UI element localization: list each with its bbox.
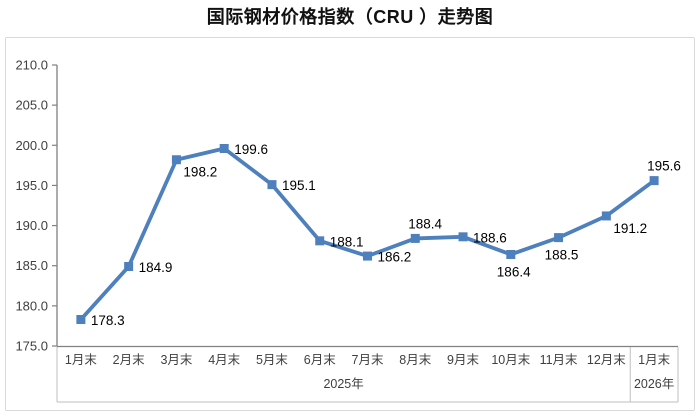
x-axis-month-label: 8月末	[399, 353, 431, 367]
x-axis-month-label: 1月末	[638, 353, 670, 367]
data-point-label: 186.4	[497, 264, 531, 279]
x-axis-month-label: 11月末	[540, 353, 578, 367]
data-point-label: 199.6	[234, 142, 268, 157]
x-axis-month-label: 2月末	[113, 353, 145, 367]
x-axis-month-label: 1月末	[65, 353, 97, 367]
x-axis-month-label: 4月末	[208, 353, 240, 367]
y-axis-tick-label: 185.0	[15, 258, 48, 273]
x-axis-year-label: 2026年	[634, 377, 674, 391]
x-axis-month-label: 12月末	[587, 353, 626, 367]
y-axis-tick-label: 195.0	[15, 178, 48, 193]
data-point-marker	[410, 233, 420, 243]
x-axis-month-label: 7月末	[352, 353, 384, 367]
x-axis-month-label: 9月末	[447, 353, 479, 367]
data-point-label: 188.6	[473, 230, 507, 245]
data-point-marker	[267, 180, 277, 190]
y-axis-tick-label: 190.0	[15, 218, 48, 233]
data-point-label: 188.5	[545, 248, 579, 263]
x-axis-month-label: 10月末	[491, 353, 530, 367]
line-chart: 175.0 180.0 185.0 190.0 195.0 200.0 205.0 210.0…	[15, 58, 681, 403]
data-point-label: 178.3	[91, 313, 125, 328]
chart-title: 国际钢材价格指数（CRU ）走势图	[206, 7, 494, 27]
data-point-marker	[171, 155, 181, 165]
y-axis-tick-label: 210.0	[15, 58, 48, 73]
x-axis-year-label: 2025年	[323, 377, 363, 391]
data-point-label: 191.2	[613, 221, 647, 236]
data-point-label: 186.2	[378, 250, 412, 265]
x-axis-month-label: 5月末	[256, 353, 288, 367]
data-point-marker	[649, 176, 659, 186]
data-point-marker	[363, 251, 372, 261]
x-axis-month-label: 3月末	[160, 353, 192, 367]
data-point-marker	[506, 249, 516, 259]
data-point-label: 198.2	[183, 165, 217, 180]
x-axis-month-label: 6月末	[304, 353, 336, 367]
data-point-marker	[458, 232, 468, 242]
series-line	[78, 146, 657, 322]
chart-frame: 175.0 180.0 185.0 190.0 195.0 200.0 205.0 210.0…	[5, 37, 695, 411]
data-point-label: 195.6	[647, 159, 681, 174]
y-axis-tick-label: 200.0	[15, 138, 48, 153]
data-point-marker	[601, 211, 611, 221]
data-point-label: 188.4	[408, 216, 442, 231]
y-axis-tick-label: 175.0	[15, 339, 48, 354]
data-point-marker	[554, 233, 564, 243]
y-axis-tick-label: 180.0	[15, 298, 48, 313]
data-point-label: 195.1	[282, 178, 316, 193]
data-point-marker	[219, 143, 229, 153]
data-point-label: 188.1	[330, 234, 364, 249]
data-point-label: 184.9	[139, 260, 173, 275]
data-point-marker	[76, 315, 86, 325]
data-point-marker	[315, 236, 325, 246]
y-axis-tick-label: 205.0	[15, 98, 48, 113]
data-point-marker	[124, 262, 134, 272]
